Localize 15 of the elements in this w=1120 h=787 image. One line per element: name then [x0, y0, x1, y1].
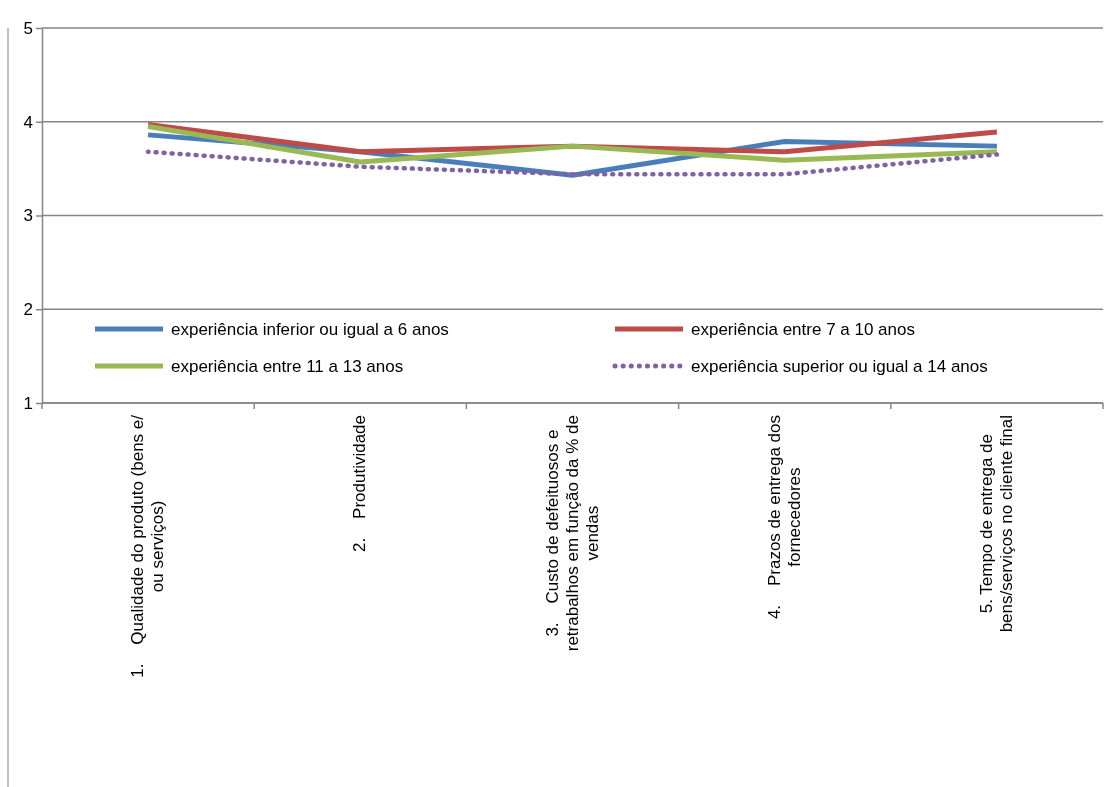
x-tick-label: 1. Qualidade do produto (bens e/ ou serviços) [128, 414, 168, 678]
y-tick-label: 2 [23, 300, 33, 320]
legend-label: experiência inferior ou igual a 6 anos [171, 320, 449, 339]
x-tick-label: 3. Custo de defeituosos e retrabalhos em função da % de vendas [542, 415, 602, 652]
y-tick-label: 5 [23, 18, 33, 38]
y-tick-label: 1 [23, 393, 33, 413]
x-tick-label: 2. Produtividade [350, 415, 370, 553]
y-tick-label: 3 [23, 206, 33, 226]
x-tick-label: 5. Tempo de entrega de bens/serviços no cliente final [976, 415, 1016, 633]
legend-label: experiência entre 11 a 13 anos [171, 357, 404, 376]
legend-label: experiência superior ou igual a 14 anos [691, 357, 988, 376]
x-tick-label: 4. Prazos de entrega dos fornecedores [764, 415, 804, 620]
y-tick-label: 4 [23, 112, 33, 132]
line-series [145, 149, 1000, 177]
legend-label: experiência entre 7 a 10 anos [691, 320, 915, 339]
